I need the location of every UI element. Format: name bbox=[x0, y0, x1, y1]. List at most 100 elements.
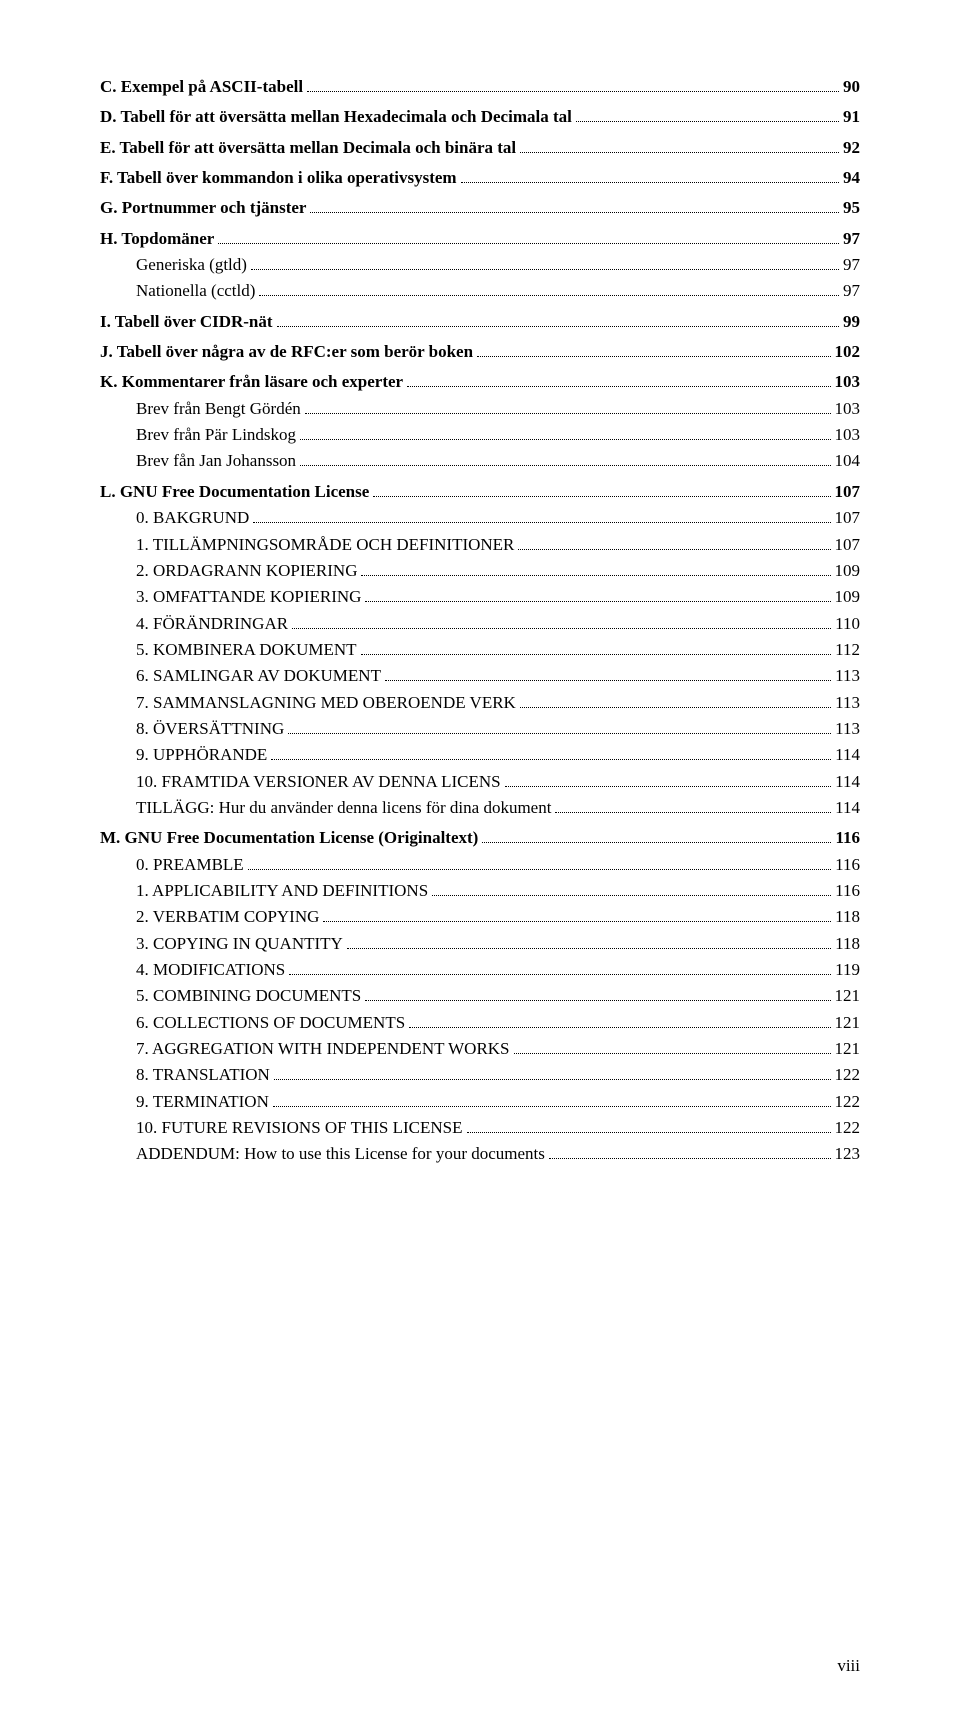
toc-entry-label: J. Tabell över några av de RFC:er som be… bbox=[100, 339, 473, 365]
toc-entry-label: C. Exempel på ASCII-tabell bbox=[100, 74, 303, 100]
toc-entry: E. Tabell för att översätta mellan Decim… bbox=[100, 135, 860, 161]
toc-dot-leader bbox=[549, 1143, 831, 1159]
toc-entry-page: 109 bbox=[835, 558, 861, 584]
toc-entry: 2. ORDAGRANN KOPIERING 109 bbox=[136, 558, 860, 584]
toc-entry-page: 95 bbox=[843, 195, 860, 221]
toc-entry-page: 103 bbox=[835, 369, 861, 395]
toc-entry: 6. SAMLINGAR AV DOKUMENT113 bbox=[136, 663, 860, 689]
toc-dot-leader bbox=[461, 167, 839, 183]
toc-entry: 9. UPPHÖRANDE114 bbox=[136, 742, 860, 768]
toc-entry-page: 122 bbox=[835, 1062, 861, 1088]
toc-entry-label: 9. TERMINATION bbox=[136, 1089, 269, 1115]
toc-entry-label: 8. TRANSLATION bbox=[136, 1062, 270, 1088]
toc-entry-page: 102 bbox=[835, 339, 861, 365]
toc-entry-label: Generiska (gtld) bbox=[136, 252, 247, 278]
toc-dot-leader bbox=[407, 371, 830, 387]
toc-entry-label: 7. AGGREGATION WITH INDEPENDENT WORKS bbox=[136, 1036, 510, 1062]
toc-dot-leader bbox=[514, 1038, 831, 1054]
toc-entry-page: 116 bbox=[835, 852, 860, 878]
toc-entry: H. Topdomäner97 bbox=[100, 226, 860, 252]
toc-dot-leader bbox=[274, 1064, 831, 1080]
page-number: viii bbox=[837, 1656, 860, 1676]
toc-entry-page: 119 bbox=[835, 957, 860, 983]
toc-entry-label: Brev från Bengt Gördén bbox=[136, 396, 301, 422]
toc-entry-label: 5. COMBINING DOCUMENTS bbox=[136, 983, 361, 1009]
toc-entry-page: 109 bbox=[835, 584, 861, 610]
toc-entry-page: 90 bbox=[843, 74, 860, 100]
toc-entry-page: 121 bbox=[835, 1036, 861, 1062]
toc-entry-label: 10. FUTURE REVISIONS OF THIS LICENSE bbox=[136, 1115, 463, 1141]
toc-entry: Generiska (gtld)97 bbox=[136, 252, 860, 278]
toc-dot-leader bbox=[248, 853, 831, 869]
toc-dot-leader bbox=[576, 106, 839, 122]
toc-entry-label: Brev från Pär Lindskog bbox=[136, 422, 296, 448]
toc-dot-leader bbox=[253, 507, 830, 523]
toc-dot-leader bbox=[310, 197, 839, 213]
toc-entry: 5. KOMBINERA DOKUMENT112 bbox=[136, 637, 860, 663]
toc-dot-leader bbox=[361, 639, 832, 655]
toc-entry-label: 2. ORDAGRANN KOPIERING bbox=[136, 558, 357, 584]
toc-dot-leader bbox=[300, 424, 830, 440]
toc-entry: 10. FRAMTIDA VERSIONER AV DENNA LICENS11… bbox=[136, 769, 860, 795]
toc-entry: D. Tabell för att översätta mellan Hexad… bbox=[100, 104, 860, 130]
toc-entry: 1. TILLÄMPNINGSOMRÅDE OCH DEFINITIONER10… bbox=[136, 532, 860, 558]
toc-entry-label: 0. BAKGRUND bbox=[136, 505, 249, 531]
toc-dot-leader bbox=[289, 959, 831, 975]
toc-entry: 8. TRANSLATION 122 bbox=[136, 1062, 860, 1088]
toc-entry: 4. FÖRÄNDRINGAR 110 bbox=[136, 611, 860, 637]
toc-entry-page: 114 bbox=[835, 742, 860, 768]
toc-dot-leader bbox=[365, 985, 830, 1001]
toc-entry: 0. BAKGRUND107 bbox=[136, 505, 860, 531]
toc-entry-label: D. Tabell för att översätta mellan Hexad… bbox=[100, 104, 572, 130]
toc-entry-label: 4. FÖRÄNDRINGAR bbox=[136, 611, 288, 637]
toc-entry-page: 113 bbox=[835, 663, 860, 689]
toc-dot-leader bbox=[555, 797, 831, 813]
toc-dot-leader bbox=[385, 665, 831, 681]
toc-entry-label: L. GNU Free Documentation License bbox=[100, 479, 369, 505]
toc-entry: J. Tabell över några av de RFC:er som be… bbox=[100, 339, 860, 365]
toc-entry: 8. ÖVERSÄTTNING113 bbox=[136, 716, 860, 742]
toc-entry-page: 114 bbox=[835, 795, 860, 821]
toc-dot-leader bbox=[307, 76, 839, 92]
toc-dot-leader bbox=[288, 718, 831, 734]
toc-entry: 3. COPYING IN QUANTITY118 bbox=[136, 931, 860, 957]
toc-entry: 4. MODIFICATIONS 119 bbox=[136, 957, 860, 983]
toc-entry: G. Portnummer och tjänster 95 bbox=[100, 195, 860, 221]
toc-dot-leader bbox=[518, 533, 830, 549]
toc-dot-leader bbox=[271, 744, 831, 760]
toc-dot-leader bbox=[259, 280, 839, 296]
toc-entry-label: ADDENDUM: How to use this License for yo… bbox=[136, 1141, 545, 1167]
toc-dot-leader bbox=[373, 481, 830, 497]
toc-entry-page: 103 bbox=[835, 396, 861, 422]
toc-dot-leader bbox=[305, 397, 831, 413]
toc-entry-label: 8. ÖVERSÄTTNING bbox=[136, 716, 284, 742]
toc-entry: 9. TERMINATION 122 bbox=[136, 1089, 860, 1115]
toc-entry-label: 2. VERBATIM COPYING bbox=[136, 904, 319, 930]
toc-entry-page: 121 bbox=[835, 983, 861, 1009]
toc-entry: M. GNU Free Documentation License (Origi… bbox=[100, 825, 860, 851]
toc-entry-page: 107 bbox=[835, 532, 861, 558]
toc-dot-leader bbox=[300, 450, 830, 466]
toc-entry-page: 110 bbox=[835, 611, 860, 637]
toc-entry-page: 122 bbox=[835, 1115, 861, 1141]
toc-entry-label: 1. APPLICABILITY AND DEFINITIONS bbox=[136, 878, 428, 904]
toc-entry: C. Exempel på ASCII-tabell 90 bbox=[100, 74, 860, 100]
toc-dot-leader bbox=[505, 770, 832, 786]
toc-dot-leader bbox=[482, 827, 831, 843]
toc-entry: 7. SAMMANSLAGNING MED OBEROENDE VERK113 bbox=[136, 690, 860, 716]
page: C. Exempel på ASCII-tabell 90 D. Tabell fö… bbox=[0, 0, 960, 1710]
toc-entry-label: K. Kommentarer från läsare och experter bbox=[100, 369, 403, 395]
toc-entry-label: E. Tabell för att översätta mellan Decim… bbox=[100, 135, 516, 161]
toc-entry: 10. FUTURE REVISIONS OF THIS LICENSE 122 bbox=[136, 1115, 860, 1141]
toc-dot-leader bbox=[467, 1117, 831, 1133]
toc-entry-label: H. Topdomäner bbox=[100, 226, 214, 252]
toc-dot-leader bbox=[273, 1090, 831, 1106]
toc-entry-page: 122 bbox=[835, 1089, 861, 1115]
toc-dot-leader bbox=[323, 906, 831, 922]
toc-entry-page: 103 bbox=[835, 422, 861, 448]
toc-entry: 3. OMFATTANDE KOPIERING109 bbox=[136, 584, 860, 610]
toc-entry-label: 4. MODIFICATIONS bbox=[136, 957, 285, 983]
toc-dot-leader bbox=[361, 560, 830, 576]
toc-entry-label: G. Portnummer och tjänster bbox=[100, 195, 306, 221]
toc-entry: ADDENDUM: How to use this License for yo… bbox=[136, 1141, 860, 1167]
